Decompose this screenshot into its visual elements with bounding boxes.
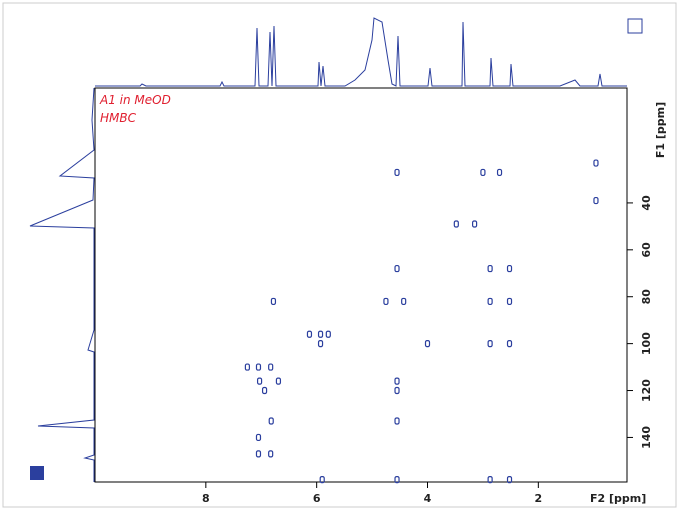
x-tick-label: 4 <box>424 492 432 505</box>
cross-peak <box>394 168 400 177</box>
cross-peak <box>506 340 513 348</box>
cross-peak <box>506 297 513 306</box>
x-tick-label: 8 <box>202 492 210 505</box>
cross-peak <box>487 297 493 306</box>
x-axis-label: F2 [ppm] <box>590 492 646 505</box>
cross-peak <box>268 450 274 458</box>
cross-peak <box>317 330 324 338</box>
cross-peak <box>306 330 313 338</box>
y-axis-label: F1 [ppm] <box>654 102 667 158</box>
x-tick-label: 2 <box>535 492 543 505</box>
cross-peak <box>593 159 599 167</box>
cross-peak <box>255 450 262 458</box>
y-tick-label: 100 <box>640 332 653 355</box>
annotation: HMBC <box>100 111 137 125</box>
cross-peak <box>424 340 431 348</box>
cross-peak <box>317 340 324 348</box>
annotation: A1 in MeOD <box>99 93 171 107</box>
cross-peak <box>255 433 262 442</box>
cross-peak <box>394 386 400 395</box>
cross-peak <box>268 417 274 425</box>
icon-filled <box>30 466 44 480</box>
cross-peak <box>394 417 400 425</box>
cross-peak <box>383 297 389 306</box>
f2-projection <box>95 17 627 87</box>
cross-peak <box>487 340 493 348</box>
cross-peak <box>496 168 503 177</box>
y-tick-label: 40 <box>640 195 653 211</box>
cross-peak <box>506 264 513 273</box>
cross-peak <box>487 476 493 484</box>
cross-peak <box>394 264 400 273</box>
cross-peak <box>256 377 263 385</box>
frame <box>2 2 677 508</box>
cross-peak <box>255 363 262 371</box>
x-tick-label: 6 <box>313 492 321 505</box>
plot-area <box>94 87 628 483</box>
y-tick-label: 120 <box>640 379 653 402</box>
cross-peak <box>480 168 486 177</box>
y-tick-label: 60 <box>640 242 653 258</box>
cross-peak <box>401 297 407 306</box>
y-tick-label: 80 <box>640 289 653 305</box>
cross-peak <box>487 264 493 273</box>
cross-peak <box>244 363 250 371</box>
y-tick-label: 140 <box>640 426 653 449</box>
cross-peak <box>325 330 331 338</box>
cross-peak <box>275 377 282 385</box>
f1-projection <box>29 87 95 482</box>
cross-peak <box>453 220 459 228</box>
cross-peak <box>394 377 400 385</box>
cross-peak <box>472 220 478 228</box>
cross-peak <box>319 476 325 484</box>
cross-peak <box>261 386 268 395</box>
cross-peak <box>593 196 599 205</box>
cross-peak <box>268 363 274 371</box>
cross-peak <box>270 297 277 306</box>
cross-peak <box>506 476 513 484</box>
cross-peak <box>394 476 400 484</box>
icon-empty <box>627 18 643 34</box>
